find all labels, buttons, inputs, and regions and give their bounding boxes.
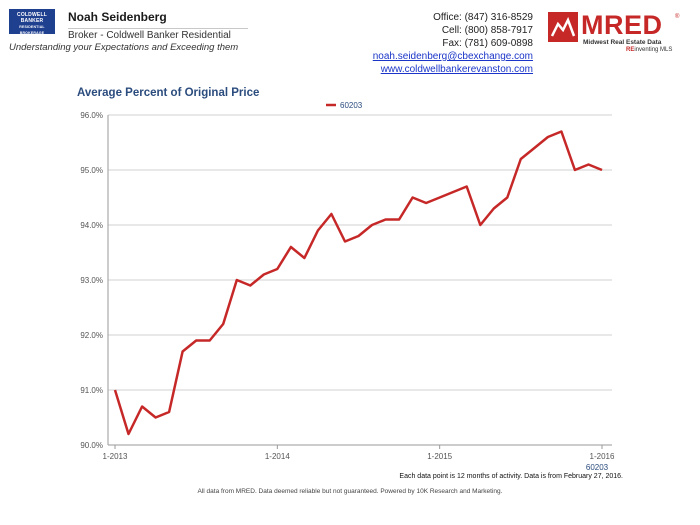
agent-title: Broker - Coldwell Banker Residential xyxy=(68,30,231,41)
report-header: COLDWELL BANKER RESIDENTIAL BROKERAGE No… xyxy=(0,0,700,80)
agent-divider xyxy=(68,28,248,29)
mred-logo: MRED ® Midwest Real Estate Data REinvent… xyxy=(548,10,680,56)
mred-subtagline: REinventing MLS xyxy=(626,47,673,53)
y-tick-label: 95.0% xyxy=(80,166,103,175)
y-tick-label: 90.0% xyxy=(80,441,103,450)
email-link[interactable]: noah.seidenberg@cbexchange.com xyxy=(372,51,533,62)
agent-tagline: Understanding your Expectations and Exce… xyxy=(9,42,239,53)
y-tick-label: 96.0% xyxy=(80,111,103,120)
office-phone: Office: (847) 316-8529 xyxy=(433,12,533,23)
mred-emblem-icon xyxy=(548,12,578,42)
y-tick-label: 94.0% xyxy=(80,221,103,230)
website-link[interactable]: www.coldwellbankerevanston.com xyxy=(380,64,533,75)
cell-phone: Cell: (800) 858-7917 xyxy=(441,25,533,36)
fax-number: Fax: (781) 609-0898 xyxy=(442,38,533,49)
chart-title: Average Percent of Original Price xyxy=(77,87,260,99)
data-note: Each data point is 12 months of activity… xyxy=(399,473,623,480)
mred-registered-mark: ® xyxy=(675,14,680,20)
disclaimer: All data from MRED. Data deemed reliable… xyxy=(197,488,503,495)
x-tick-label: 1-2013 xyxy=(103,452,128,461)
x-tick-label: 1-2015 xyxy=(427,452,452,461)
y-tick-label: 91.0% xyxy=(80,386,103,395)
x-tick-label: 1-2016 xyxy=(590,452,615,461)
y-tick-label: 93.0% xyxy=(80,276,103,285)
contact-block: Office: (847) 316-8529 Cell: (800) 858-7… xyxy=(373,11,533,76)
legend-label: 60203 xyxy=(340,101,363,110)
mred-tagline: Midwest Real Estate Data xyxy=(583,39,662,46)
x-tick-label: 1-2014 xyxy=(265,452,290,461)
x-axis-note: 60203 xyxy=(586,463,609,472)
coldwell-banker-logo: COLDWELL BANKER RESIDENTIAL BROKERAGE xyxy=(9,9,55,35)
agent-name: Noah Seidenberg xyxy=(68,10,167,24)
y-tick-label: 92.0% xyxy=(80,331,103,340)
series-line-60203 xyxy=(113,130,603,436)
mred-wordmark: MRED xyxy=(581,10,663,40)
